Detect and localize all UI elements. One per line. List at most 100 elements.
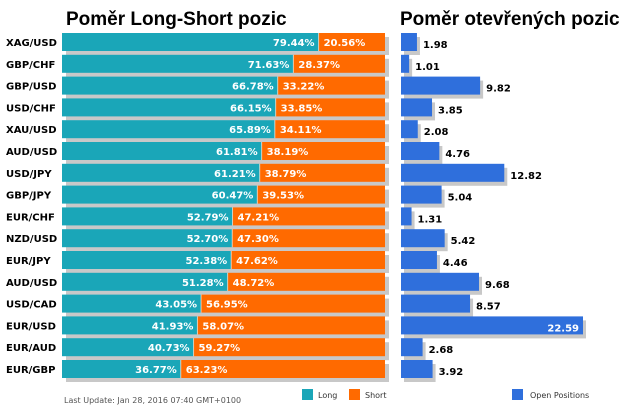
legend-long-label: Long [318,391,337,400]
long-bar [62,229,233,248]
open-positions-bar [401,54,410,73]
open-positions-chart-title: Poměr otevřených pozic [400,9,620,30]
long-bar [62,294,202,313]
short-value-label: 33.85% [281,103,323,114]
open-positions-value-label: 1.98 [423,40,448,51]
open-positions-bar [401,76,481,95]
open-positions-value-label: 5.04 [448,193,473,204]
open-positions-bar [401,120,418,139]
pair-label: EUR/JPY [6,256,51,267]
segment-divider [230,251,232,269]
short-value-label: 47.62% [236,256,278,267]
open-positions-bar [401,142,440,160]
short-value-label: 47.21% [238,212,280,223]
segment-divider [231,229,233,248]
open-positions-bar [401,207,412,226]
long-short-chart-title: Poměr Long-Short pozic [66,9,287,30]
open-positions-value-label: 9.68 [485,280,510,291]
pair-label: EUR/AUD [6,343,56,354]
long-bar [62,360,181,378]
open-positions-value-label: 5.42 [451,236,476,247]
segment-divider [275,98,277,117]
segment-divider [196,316,198,335]
segment-divider [292,54,294,73]
open-positions-bar [401,163,505,182]
short-value-label: 59.27% [199,343,241,354]
long-value-label: 79.44% [273,38,315,49]
long-value-label: 52.38% [186,256,228,267]
long-bar [62,142,262,160]
long-bar [62,120,275,139]
segment-divider [227,272,229,291]
open-positions-value-label: 3.92 [439,367,464,378]
long-bar [62,316,198,335]
legend-open-positions-swatch [512,389,523,400]
segment-divider [232,207,234,226]
short-value-label: 47.30% [237,234,279,245]
legend-long-swatch [302,389,313,400]
short-bar [232,207,385,226]
short-bar [259,163,385,182]
open-positions-bar [401,338,423,357]
open-positions-value-label: 8.57 [476,302,501,313]
long-value-label: 66.15% [230,103,272,114]
chart-rows: XAG/USD 79.44% 20.56% 1.98 GBP/CHF 71.63% 28.3… [6,33,586,382]
long-value-label: 61.81% [216,147,258,158]
long-value-label: 61.21% [214,169,256,180]
long-value-label: 52.70% [187,234,229,245]
pair-label: NZD/USD [6,234,57,245]
short-value-label: 20.56% [324,38,366,49]
segment-divider [259,163,261,182]
short-value-label: 63.23% [186,365,228,376]
long-bar [62,33,319,51]
pair-label: AUD/USD [6,147,57,158]
open-positions-bar [401,98,433,117]
open-positions-bar [401,33,417,51]
short-bar [293,54,385,73]
short-bar [193,338,385,357]
short-bar [232,229,385,248]
long-bar [62,98,276,117]
open-positions-bar [401,294,471,313]
last-update-text: Last Update: Jan 28, 2016 07:40 GMT+0100 [64,396,241,405]
pair-label: XAU/USD [6,125,57,136]
short-bar [277,76,385,95]
open-positions-bar [401,360,433,378]
long-value-label: 40.73% [148,343,190,354]
legend-short-swatch [349,389,360,400]
open-positions-bar [401,229,445,248]
long-value-label: 41.93% [152,321,194,332]
short-value-label: 28.37% [298,60,340,71]
open-positions-bar [401,251,437,269]
pair-label: EUR/CHF [6,212,55,223]
segment-divider [277,76,279,95]
segment-divider [318,33,320,51]
short-value-label: 48.72% [233,278,275,289]
legend-open-positions-label: Open Positions [530,391,589,400]
open-positions-bar [401,272,479,291]
long-value-label: 36.77% [135,365,177,376]
short-bar [274,120,385,139]
open-positions-bar [401,185,442,204]
segment-divider [193,338,195,357]
short-value-label: 38.79% [265,169,307,180]
segment-divider [274,120,276,139]
open-positions-value-label: 4.46 [443,258,468,269]
segment-divider [261,142,263,160]
long-bar [62,207,233,226]
open-positions-value-label: 1.01 [415,62,440,73]
open-positions-bar [401,316,583,335]
short-bar [275,98,385,117]
short-bar [201,294,385,313]
open-positions-value-label: 2.68 [429,345,454,356]
pair-label: EUR/USD [6,321,56,332]
long-bar [62,251,232,269]
long-value-label: 65.89% [229,125,271,136]
short-bar [231,251,385,269]
pair-label: AUD/USD [6,278,57,289]
pair-label: GBP/USD [6,82,56,93]
long-value-label: 52.79% [187,212,229,223]
short-value-label: 39.53% [262,191,304,202]
short-bar [318,33,385,51]
open-positions-value-label: 22.59 [547,323,579,334]
